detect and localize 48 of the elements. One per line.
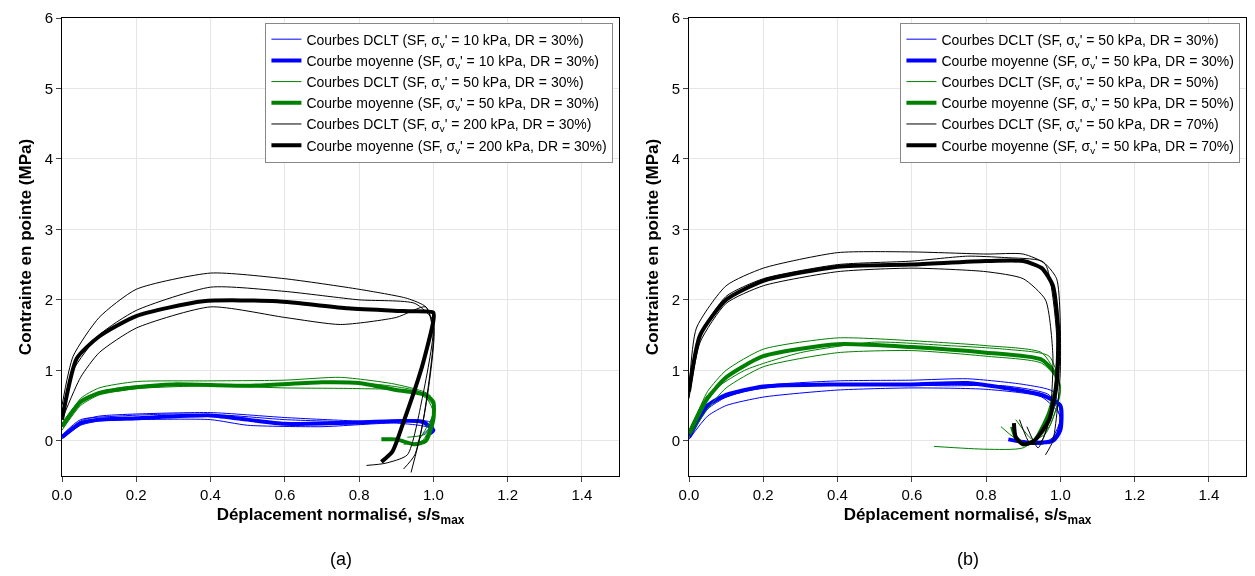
text: (b) bbox=[957, 549, 979, 569]
legend-label: Courbes DCLT (SF, σ$_{v}$' = 50 kPa, DR = 30%) bbox=[941, 31, 1219, 50]
x-tick-label: 1.4 bbox=[1198, 486, 1220, 503]
y-tick-label: 1 bbox=[44, 361, 53, 379]
legend-label: Courbes DCLT (SF, σ$_{v}$' = 200 kPa, DR = 30%) bbox=[306, 116, 592, 135]
y-axis-title: Contrainte en pointe (MPa) bbox=[16, 138, 36, 356]
legend-label: Courbes DCLT (SF, σ$_{v}$' = 10 kPa, DR = 30%) bbox=[306, 31, 584, 50]
x-tick-label: 0.0 bbox=[51, 486, 73, 503]
x-tick-label: 0.8 bbox=[975, 486, 997, 503]
y-tick-label: 5 bbox=[44, 79, 53, 97]
x-tick-label: 0.6 bbox=[901, 486, 923, 503]
y-tick-label: 6 bbox=[671, 9, 680, 27]
legend-label: Courbes DCLT (SF, σ$_{v}$' = 50 kPa, DR = 50%) bbox=[941, 74, 1219, 92]
y-tick-label: 1 bbox=[671, 361, 680, 379]
y-tick-label: 0 bbox=[44, 432, 53, 450]
legend-label: Courbe moyenne (SF, σ$_{v}$' = 50 kPa, DR = 50%) bbox=[941, 95, 1234, 114]
x-axis-title: Déplacement normalisé, s/s$_{max}$ bbox=[843, 505, 1092, 527]
y-tick-label: 2 bbox=[671, 291, 680, 309]
y-tick-label: 5 bbox=[671, 79, 680, 97]
x-tick-label: 0.0 bbox=[678, 486, 700, 503]
y-tick-label: 0 bbox=[671, 432, 680, 450]
x-tick-label: 1.0 bbox=[422, 486, 444, 503]
y-tick-label: 6 bbox=[44, 9, 53, 27]
text: (a) bbox=[330, 549, 352, 569]
x-tick-label: 0.8 bbox=[348, 486, 370, 503]
y-tick-label: 3 bbox=[44, 220, 53, 238]
legend-label: Courbe moyenne (SF, σ$_{v}$' = 50 kPa, DR = 30%) bbox=[306, 95, 599, 114]
legend-label: Courbe moyenne (SF, σ$_{v}$' = 50 kPa, DR = 70%) bbox=[941, 137, 1234, 156]
x-tick-label: 1.2 bbox=[1124, 486, 1146, 503]
y-tick-label: 4 bbox=[44, 150, 53, 168]
x-tick-label: 0.2 bbox=[752, 486, 774, 503]
x-tick-label: 0.2 bbox=[125, 486, 147, 503]
x-tick-label: 0.6 bbox=[274, 486, 296, 503]
x-tick-label: 1.4 bbox=[571, 486, 593, 503]
x-tick-label: 0.4 bbox=[827, 486, 848, 503]
legend-label: Courbes DCLT (SF, σ$_{v}$' = 50 kPa, DR = 30%) bbox=[306, 74, 584, 92]
legend-label: Courbe moyenne (SF, σ$_{v}$' = 50 kPa, DR = 30%) bbox=[941, 52, 1234, 71]
legend-label: Courbes DCLT (SF, σ$_{v}$' = 50 kPa, DR = 70%) bbox=[941, 116, 1219, 135]
legend-label: Courbe moyenne (SF, σ$_{v}$' = 200 kPa, DR = 30%) bbox=[306, 137, 607, 156]
x-tick-label: 1.2 bbox=[497, 486, 519, 503]
legend-label: Courbe moyenne (SF, σ$_{v}$' = 10 kPa, DR = 30%) bbox=[306, 52, 599, 71]
y-tick-label: 4 bbox=[671, 150, 680, 168]
x-tick-label: 0.4 bbox=[200, 486, 221, 503]
y-tick-label: 3 bbox=[671, 220, 680, 238]
x-axis-title: Déplacement normalisé, s/s$_{max}$ bbox=[216, 505, 465, 527]
y-tick-label: 2 bbox=[44, 291, 53, 309]
x-tick-label: 1.0 bbox=[1049, 486, 1071, 503]
y-axis-title: Contrainte en pointe (MPa) bbox=[643, 138, 663, 356]
